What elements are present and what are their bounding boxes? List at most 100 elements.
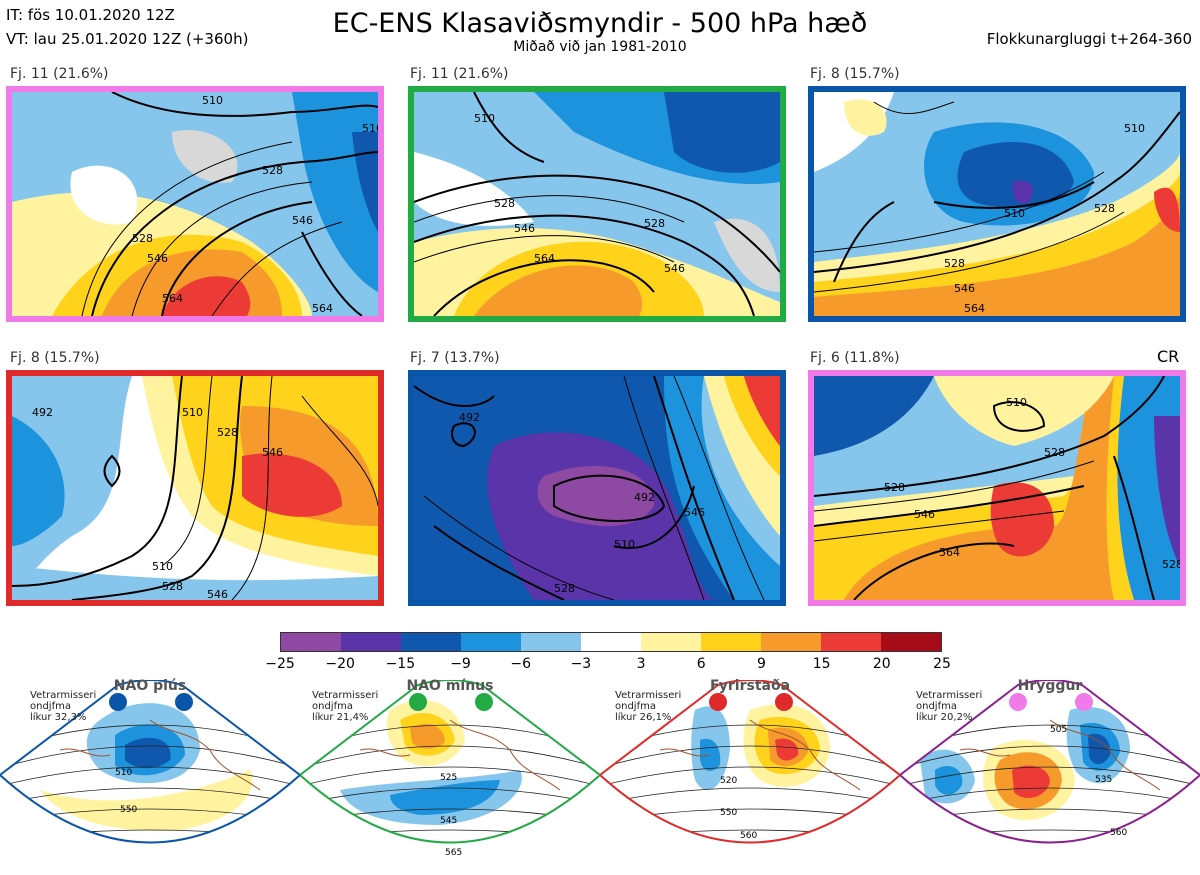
panel-6-contour-d: 564 — [939, 546, 960, 559]
regime-2-prob: líkur 21,4% — [312, 712, 369, 723]
regime-1-map: 510 550 — [0, 680, 300, 844]
regime-4-dot-left — [1009, 693, 1027, 711]
regime-sector-nao-minus: 525 545 565 — [300, 680, 600, 875]
regime-2-contour-label: 525 — [440, 773, 457, 783]
panel-5-contour-b: 492 — [634, 491, 655, 504]
colorbar-bin-1 — [281, 633, 341, 651]
colorbar-tick: −15 — [385, 656, 416, 672]
corner-label: CR — [1157, 347, 1180, 366]
panel-3-contour-a: 510 — [1004, 207, 1025, 220]
regime-3-contour-line — [600, 745, 900, 769]
panel-6-contour-e: 528 — [1044, 446, 1065, 459]
map-panel-2-svg: 510 528 546 564 528 546 — [414, 92, 780, 316]
panel-4-contour-e: 510 — [152, 560, 173, 573]
regime-4-frame — [900, 680, 1200, 844]
regime-4-dot-right — [1075, 693, 1093, 711]
map-panel-2: 510 528 546 564 528 546 — [408, 86, 786, 322]
panel-3-contour-e: 510 — [1124, 122, 1145, 135]
colorbar-bin-10 — [821, 633, 881, 651]
panel-4-contour-c: 528 — [217, 426, 238, 439]
panel-5-contour-e: 546 — [684, 506, 705, 519]
panel-1-label: Fj. 11 (21.6%) — [10, 66, 109, 82]
panel-6-contour-b: 528 — [884, 481, 905, 494]
regime-name-4: Hryggur — [1017, 678, 1083, 694]
colorbar-bin-11 — [881, 633, 941, 651]
map-panel-5-svg: 492 492 510 528 546 — [414, 376, 780, 600]
regime-2-season-line1: Vetrarmisseri — [312, 690, 379, 701]
regime-2-map: 525 545 565 — [300, 680, 600, 858]
regime-1-contour-line — [0, 745, 300, 769]
regime-3-contour-line — [600, 766, 900, 787]
panel-6-contour-f: 528 — [1162, 558, 1180, 571]
colorbar-tick: 3 — [636, 656, 646, 672]
regime-sector-nao-plus: 510 550 — [0, 680, 300, 875]
panel-1-contour-e: 510 — [362, 122, 378, 135]
colorbar-tick: 20 — [872, 656, 891, 672]
panel-6-contour-a: 510 — [1006, 396, 1027, 409]
regime-4-anomaly-2 — [935, 765, 963, 795]
colorbar — [280, 632, 942, 652]
regime-4-contour-label: 535 — [1095, 775, 1112, 785]
initial-time: IT: fös 10.01.2020 12Z — [6, 6, 175, 24]
colorbar-bin-9 — [761, 633, 821, 651]
regime-2-contour-line — [300, 766, 600, 787]
regime-3-season-line1: Vetrarmisseri — [615, 690, 682, 701]
regime-1-dot-right — [175, 693, 193, 711]
regime-3-dot-right — [775, 693, 793, 711]
map-panel-6-svg: 510 528 546 564 528 528 — [814, 376, 1180, 600]
regime-2-season: Vetrarmisseri ondjfma líkur 21,4% — [312, 690, 402, 723]
regime-3-contour-line — [600, 787, 900, 805]
regime-2-anomaly-3 — [410, 723, 445, 749]
regime-3-prob: líkur 26,1% — [615, 712, 672, 723]
panel-1-contour-f: 528 — [132, 232, 153, 245]
map-panel-1: 510 528 546 564 510 528 546 564 — [6, 86, 384, 322]
map-panel-6: 510 528 546 564 528 528 — [808, 370, 1186, 606]
colorbar-tick: 15 — [812, 656, 831, 672]
colorbar-bin-3 — [401, 633, 461, 651]
panel-2-contour-a: 510 — [474, 112, 495, 125]
panel-4-contour-b: 510 — [182, 406, 203, 419]
colorbar-tick: 25 — [933, 656, 951, 672]
regime-2-contour-line — [300, 787, 600, 805]
regime-2-contour-line — [300, 745, 600, 769]
colorbar-tick: −20 — [325, 656, 355, 672]
panel-5-contour-a: 492 — [459, 411, 480, 424]
regime-name-3: Fyrirstaða — [709, 678, 791, 694]
map-panel-4-svg: 492 510 528 546 510 528 546 — [12, 376, 378, 600]
panel-2-contour-e: 528 — [644, 217, 665, 230]
panel-4-contour-a: 492 — [32, 406, 53, 419]
regime-3-map: 520 550 560 — [600, 680, 900, 844]
panel-2-contour-c: 546 — [514, 222, 535, 235]
colorbar-tick: 9 — [756, 656, 766, 672]
colorbar-tick: −25 — [265, 656, 295, 672]
colorbar-bin-6 — [581, 633, 641, 651]
regime-1-anomaly-4 — [40, 770, 253, 831]
regime-1-contour-line — [0, 787, 300, 805]
regime-1-season-line2: ondjfma — [30, 701, 71, 712]
regime-1-season: Vetrarmisseri ondjfma líkur 32,3% — [30, 690, 120, 723]
regime-4-anomaly-9 — [1010, 848, 1040, 860]
panel-4-contour-g: 546 — [207, 588, 228, 600]
colorbar-bin-8 — [701, 633, 761, 651]
panel-1-contour-c: 546 — [292, 214, 313, 227]
colorbar-tick: −6 — [510, 656, 532, 672]
map-panel-1-svg: 510 528 546 564 510 528 546 564 — [12, 92, 378, 316]
regime-3-dot-left — [709, 693, 727, 711]
regime-3-frame — [600, 680, 900, 844]
regime-4-anomaly-8 — [1088, 733, 1111, 765]
regime-1-contour-line — [0, 766, 300, 787]
regime-1-contour-label: 510 — [115, 768, 132, 778]
regime-4-coastline — [959, 719, 1161, 791]
panel-4-contour-f: 528 — [162, 580, 183, 593]
map-panel-4: 492 510 528 546 510 528 546 — [6, 370, 384, 606]
regime-1-coastline — [59, 719, 261, 791]
regime-4-season: Vetrarmisseri ondjfma líkur 20,2% — [916, 690, 1006, 723]
panel-3-contour-c: 546 — [954, 282, 975, 295]
panel-5-contour-c: 510 — [614, 538, 635, 551]
regime-2-dot-left — [409, 693, 427, 711]
regime-1-prob: líkur 32,3% — [30, 712, 87, 723]
regime-4-prob: líkur 20,2% — [916, 712, 973, 723]
panel-2-contour-d: 564 — [534, 252, 555, 265]
panel-3-label: Fj. 8 (15.7%) — [810, 66, 900, 82]
panel-1-contour-b: 528 — [262, 164, 283, 177]
